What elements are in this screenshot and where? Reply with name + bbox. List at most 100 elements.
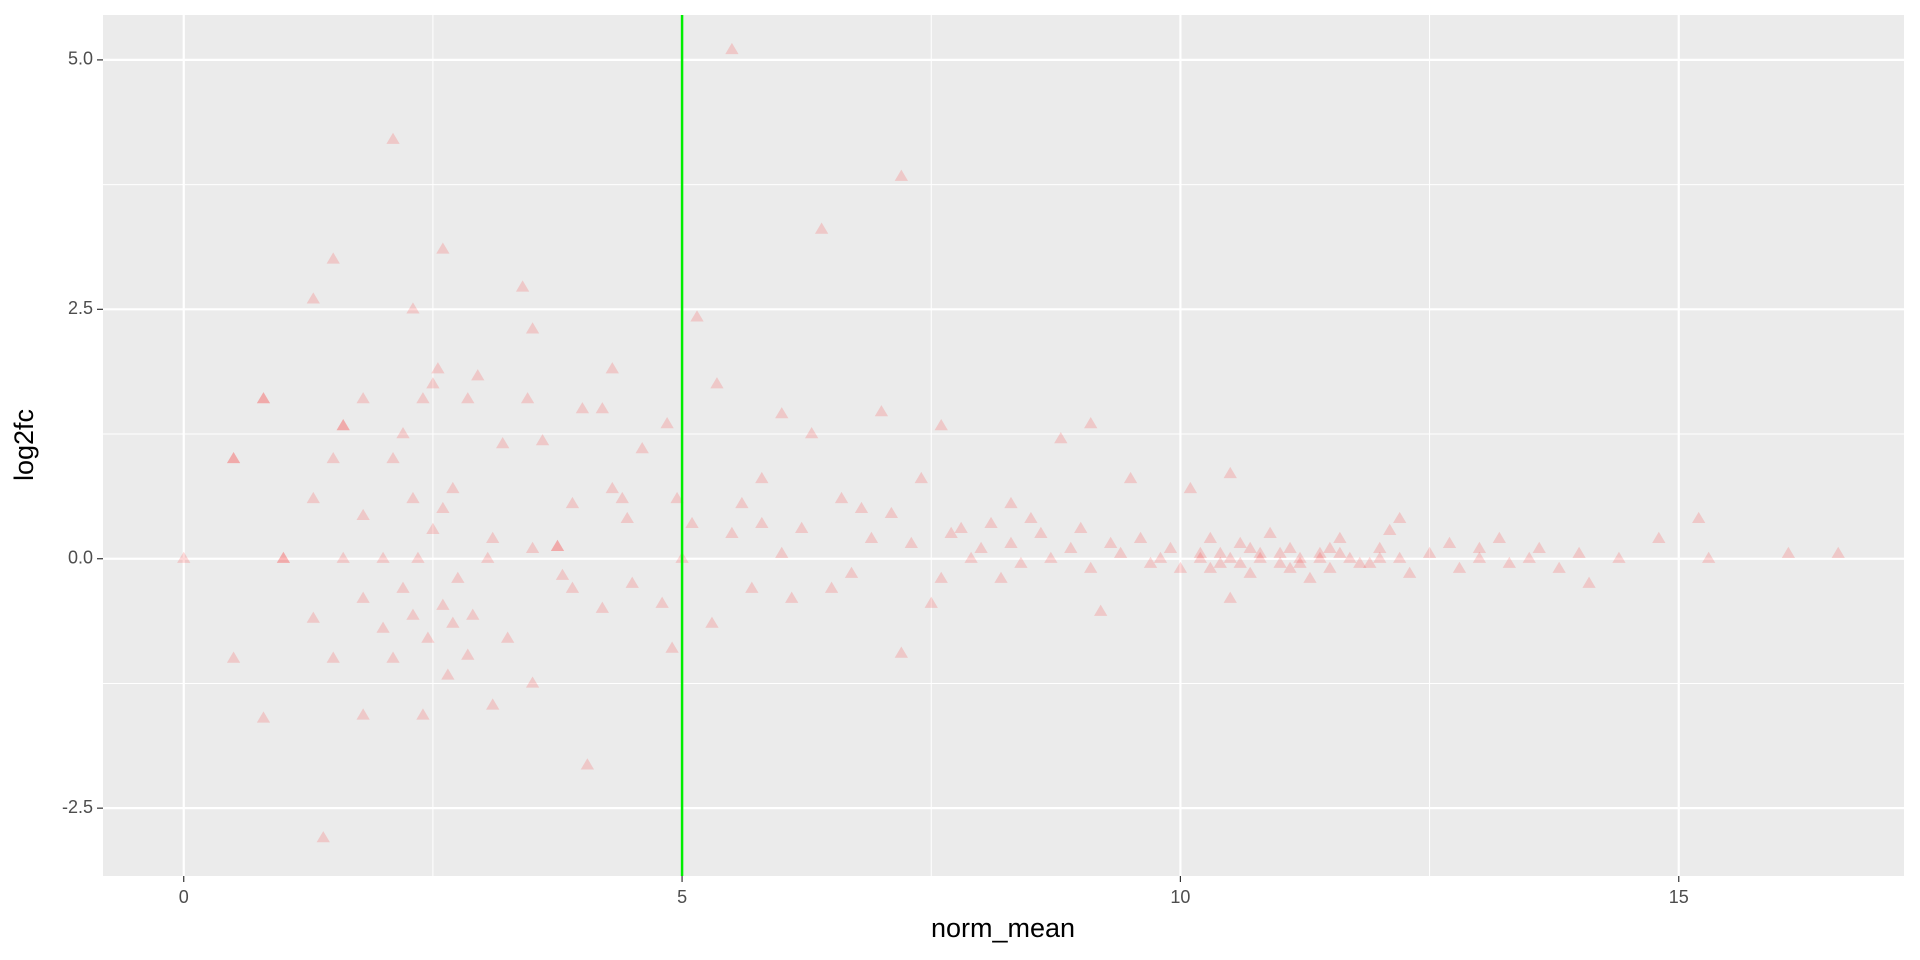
point <box>1393 511 1407 524</box>
point <box>1452 561 1467 573</box>
point <box>605 362 619 374</box>
point <box>471 369 485 381</box>
point <box>974 541 988 553</box>
point <box>396 581 410 593</box>
point <box>1024 511 1038 524</box>
point <box>1263 526 1277 538</box>
point <box>934 419 948 431</box>
point <box>226 451 241 464</box>
point <box>665 641 679 653</box>
point <box>461 648 475 660</box>
point <box>1143 556 1158 568</box>
x-tick-label: 15 <box>1669 887 1689 907</box>
y-axis-title: log2fc <box>9 409 39 481</box>
point <box>660 417 674 429</box>
point <box>1422 546 1437 558</box>
point <box>804 427 819 439</box>
point <box>376 551 390 563</box>
point <box>1283 541 1297 553</box>
point <box>725 526 739 538</box>
point <box>1203 531 1217 543</box>
point <box>710 377 724 389</box>
point <box>515 280 530 292</box>
point <box>934 571 948 583</box>
point <box>256 711 271 723</box>
point <box>486 531 500 543</box>
point <box>904 536 918 548</box>
point <box>1153 551 1168 563</box>
point <box>416 708 430 720</box>
point <box>725 42 739 55</box>
point <box>745 581 759 593</box>
point <box>436 242 450 254</box>
point <box>580 758 595 770</box>
point <box>685 516 699 529</box>
point <box>336 551 350 563</box>
point <box>1702 551 1716 563</box>
point <box>276 551 291 563</box>
point <box>501 631 515 643</box>
point <box>1163 541 1178 553</box>
point <box>466 608 480 620</box>
point <box>411 551 425 563</box>
point <box>1223 551 1237 563</box>
point <box>1113 546 1128 558</box>
point <box>306 611 320 623</box>
point <box>1193 551 1207 563</box>
point <box>1273 556 1287 568</box>
point <box>1123 471 1138 484</box>
point <box>1831 546 1845 558</box>
point <box>256 392 271 404</box>
point <box>436 598 450 610</box>
point <box>755 516 769 529</box>
point <box>1213 556 1227 568</box>
point <box>1213 546 1227 558</box>
point <box>625 576 639 588</box>
point <box>177 551 191 563</box>
point <box>1253 551 1267 563</box>
point <box>1313 551 1327 563</box>
point <box>1004 536 1018 548</box>
point <box>1103 536 1118 548</box>
point <box>874 405 889 417</box>
point <box>1084 561 1098 573</box>
point <box>356 392 370 404</box>
point <box>1034 526 1048 538</box>
point <box>884 506 899 519</box>
y-tick-label: 0.0 <box>68 547 93 567</box>
y-tick-label: 2.5 <box>68 298 93 318</box>
point <box>336 419 350 431</box>
point <box>1402 566 1417 578</box>
point <box>1074 521 1088 534</box>
point <box>525 541 540 553</box>
plot-panel <box>103 15 1904 876</box>
point <box>1353 556 1367 568</box>
point <box>226 651 241 663</box>
point <box>1393 551 1407 563</box>
point <box>1183 481 1198 494</box>
point <box>1004 496 1018 509</box>
point <box>1612 551 1626 563</box>
point <box>595 601 609 613</box>
point <box>555 568 570 580</box>
point <box>1233 536 1247 548</box>
point <box>256 392 271 404</box>
point <box>535 434 550 446</box>
point <box>1363 556 1377 568</box>
point <box>775 407 789 419</box>
point <box>386 651 400 663</box>
point <box>1223 466 1237 479</box>
point <box>1472 541 1487 553</box>
y-tick-label: 5.0 <box>68 49 93 69</box>
point <box>735 496 749 509</box>
point <box>1383 523 1397 536</box>
point <box>356 708 370 720</box>
point <box>481 551 495 563</box>
x-tick-label: 5 <box>677 887 687 907</box>
point <box>824 581 839 593</box>
point <box>1293 551 1307 563</box>
point <box>436 501 450 514</box>
point <box>386 451 400 464</box>
point <box>690 310 704 322</box>
point <box>1323 541 1337 553</box>
